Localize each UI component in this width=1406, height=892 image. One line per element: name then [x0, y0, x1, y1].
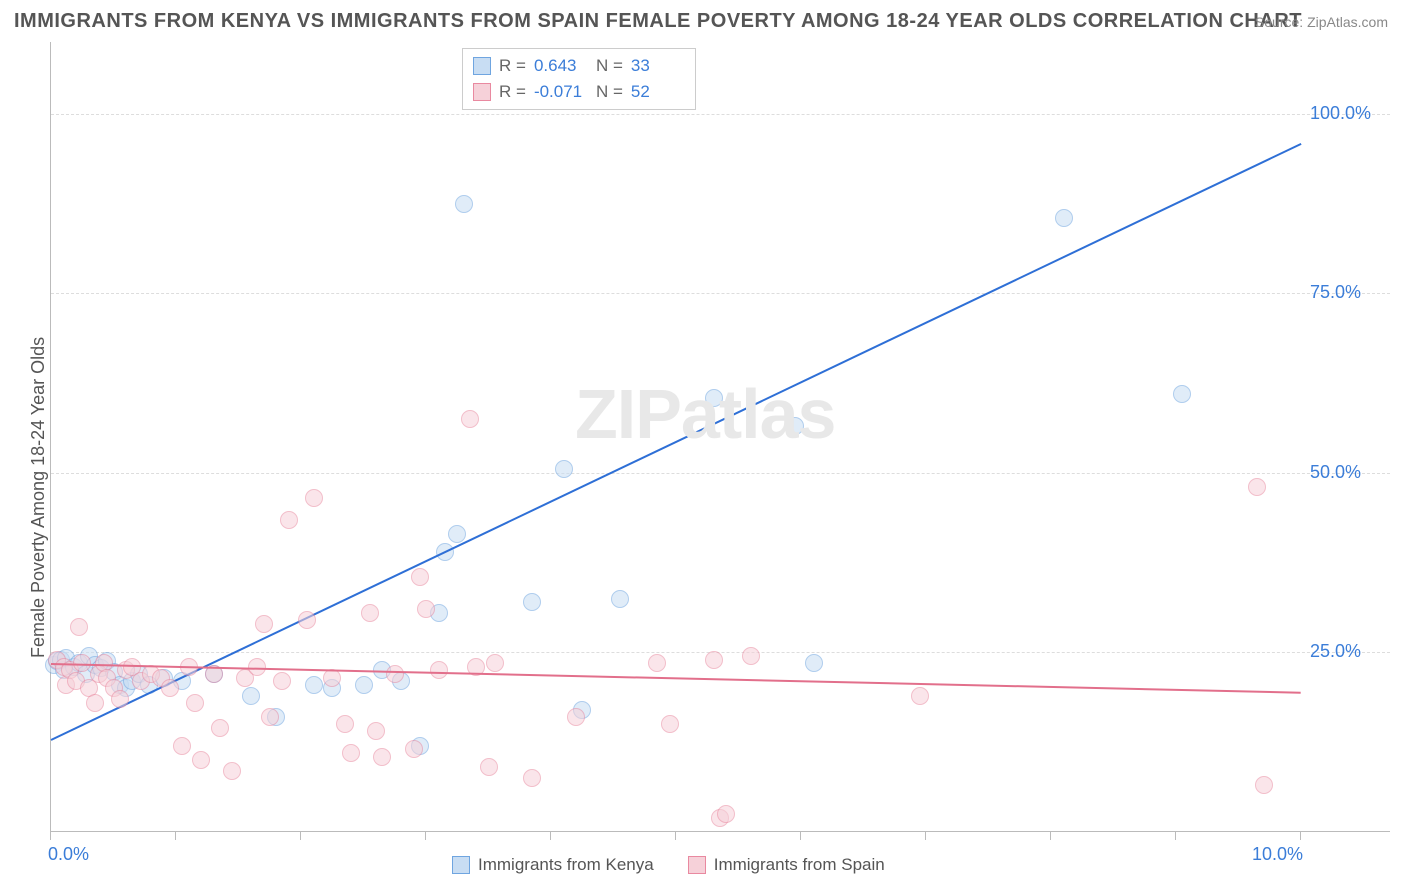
data-point: [273, 672, 291, 690]
data-point: [1248, 478, 1266, 496]
data-point: [111, 690, 129, 708]
data-point: [70, 618, 88, 636]
y-tick-label: 100.0%: [1310, 103, 1371, 124]
x-tick: [1175, 832, 1176, 840]
corrbox-row: R = 0.643 N = 33: [473, 53, 685, 79]
x-tick: [800, 832, 801, 840]
data-point: [461, 410, 479, 428]
x-tick: [425, 832, 426, 840]
x-tick-label: 10.0%: [1252, 844, 1303, 865]
data-point: [611, 590, 629, 608]
y-tick-label: 25.0%: [1310, 641, 1361, 662]
data-point: [486, 654, 504, 672]
x-tick: [300, 832, 301, 840]
data-point: [355, 676, 373, 694]
r-value: 0.643: [534, 56, 588, 76]
legend-item: Immigrants from Spain: [688, 855, 885, 875]
data-point: [417, 600, 435, 618]
x-tick-label: 0.0%: [48, 844, 89, 865]
data-point: [648, 654, 666, 672]
gridline-h: [51, 473, 1390, 474]
data-point: [1173, 385, 1191, 403]
trend-line: [51, 143, 1302, 741]
data-point: [411, 568, 429, 586]
data-point: [86, 694, 104, 712]
data-point: [305, 676, 323, 694]
correlation-box: R = 0.643 N = 33R = -0.071 N = 52: [462, 48, 696, 110]
data-point: [186, 694, 204, 712]
data-point: [742, 647, 760, 665]
y-tick-label: 75.0%: [1310, 282, 1361, 303]
data-point: [911, 687, 929, 705]
x-tick: [675, 832, 676, 840]
x-tick: [550, 832, 551, 840]
data-point: [173, 737, 191, 755]
data-point: [223, 762, 241, 780]
legend-swatch: [473, 83, 491, 101]
data-point: [805, 654, 823, 672]
x-tick: [925, 832, 926, 840]
data-point: [555, 460, 573, 478]
data-point: [1055, 209, 1073, 227]
data-point: [523, 769, 541, 787]
data-point: [242, 687, 260, 705]
data-point: [336, 715, 354, 733]
legend-swatch: [473, 57, 491, 75]
data-point: [386, 665, 404, 683]
data-point: [430, 661, 448, 679]
data-point: [367, 722, 385, 740]
gridline-h: [51, 293, 1390, 294]
r-value: -0.071: [534, 82, 588, 102]
data-point: [705, 651, 723, 669]
n-value: 33: [631, 56, 685, 76]
data-point: [305, 489, 323, 507]
data-point: [161, 679, 179, 697]
corrbox-row: R = -0.071 N = 52: [473, 79, 685, 105]
data-point: [567, 708, 585, 726]
data-point: [661, 715, 679, 733]
chart-container: IMMIGRANTS FROM KENYA VS IMMIGRANTS FROM…: [0, 0, 1406, 892]
data-point: [255, 615, 273, 633]
data-point: [523, 593, 541, 611]
plot-area: [50, 42, 1390, 832]
y-tick-label: 50.0%: [1310, 462, 1361, 483]
data-point: [455, 195, 473, 213]
data-point: [705, 389, 723, 407]
data-point: [717, 805, 735, 823]
legend-item: Immigrants from Kenya: [452, 855, 654, 875]
x-tick: [1300, 832, 1301, 840]
data-point: [361, 604, 379, 622]
data-point: [786, 417, 804, 435]
data-point: [342, 744, 360, 762]
data-point: [480, 758, 498, 776]
source-label: Source: ZipAtlas.com: [1255, 14, 1388, 30]
data-point: [211, 719, 229, 737]
y-axis-label: Female Poverty Among 18-24 Year Olds: [28, 337, 49, 658]
legend-swatch: [688, 856, 706, 874]
x-tick: [1050, 832, 1051, 840]
bottom-legend: Immigrants from Kenya Immigrants from Spa…: [452, 855, 885, 875]
legend-label: Immigrants from Kenya: [478, 855, 654, 875]
n-value: 52: [631, 82, 685, 102]
data-point: [192, 751, 210, 769]
chart-title: IMMIGRANTS FROM KENYA VS IMMIGRANTS FROM…: [14, 10, 1302, 33]
data-point: [373, 748, 391, 766]
legend-swatch: [452, 856, 470, 874]
data-point: [261, 708, 279, 726]
x-tick: [50, 832, 51, 840]
x-tick: [175, 832, 176, 840]
data-point: [280, 511, 298, 529]
data-point: [448, 525, 466, 543]
data-point: [298, 611, 316, 629]
data-point: [1255, 776, 1273, 794]
legend-label: Immigrants from Spain: [714, 855, 885, 875]
data-point: [405, 740, 423, 758]
gridline-h: [51, 114, 1390, 115]
